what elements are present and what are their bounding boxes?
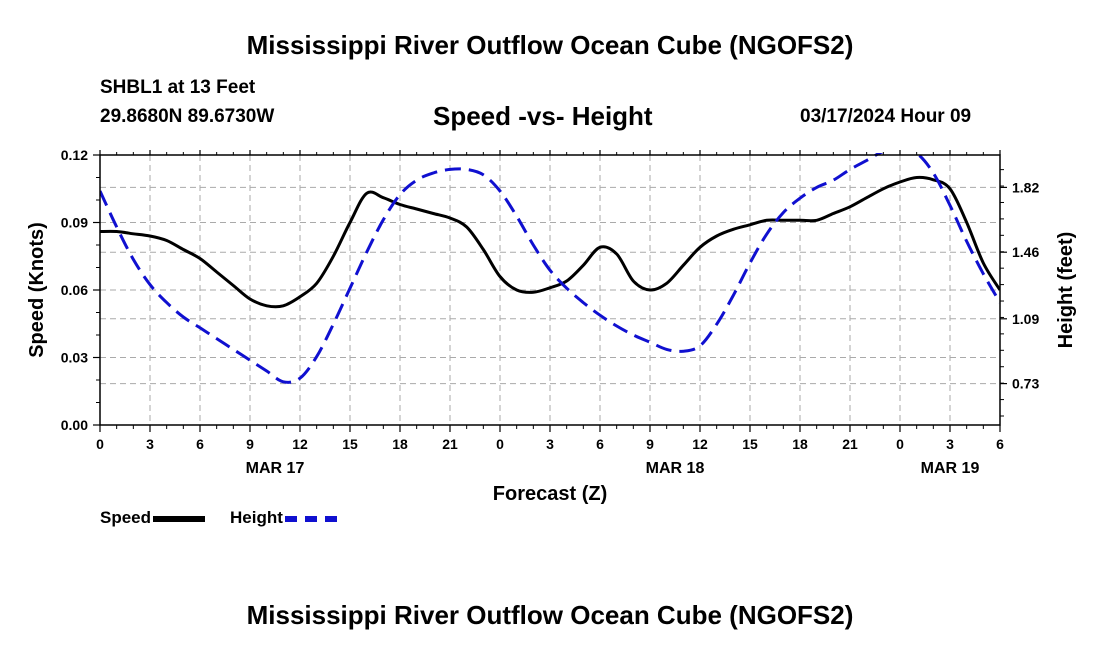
plot-frame bbox=[99, 154, 1001, 426]
grid-lines bbox=[100, 155, 1000, 425]
legend-height-swatch bbox=[284, 515, 337, 522]
x-tick-label: 0 bbox=[896, 436, 904, 452]
x-tick-label: 3 bbox=[546, 436, 554, 452]
forecast-datetime: 03/17/2024 Hour 09 bbox=[800, 106, 972, 127]
x-tick-label: 21 bbox=[842, 436, 858, 452]
y-tick-label: 0.09 bbox=[61, 215, 88, 231]
chart-subtitle: Speed -vs- Height bbox=[433, 101, 653, 131]
x-tick-label: 18 bbox=[792, 436, 808, 452]
axis-ticks: 0 3 6 9 12 15 18 21 0 3 6 9 12 15 18 21 0 3 6 MAR 17 MAR 18 M… bbox=[61, 147, 1040, 477]
speed-series-line bbox=[100, 175, 1000, 309]
date-label: MAR 19 bbox=[921, 460, 980, 477]
legend-height: Height bbox=[230, 508, 337, 528]
x-tick-label: 9 bbox=[646, 436, 654, 452]
date-label: MAR 18 bbox=[646, 460, 705, 477]
x-tick-label: 12 bbox=[692, 436, 708, 452]
y2-tick-label: 0.73 bbox=[1012, 376, 1039, 392]
height-series-line bbox=[100, 153, 1000, 384]
series-lines bbox=[100, 153, 1000, 384]
date-label: MAR 17 bbox=[246, 460, 305, 477]
y-tick-label: 0.06 bbox=[61, 282, 88, 298]
x-tick-label: 15 bbox=[742, 436, 758, 452]
legend-speed: Speed bbox=[100, 508, 206, 528]
x-tick-label: 0 bbox=[96, 436, 104, 452]
footer-title: Mississippi River Outflow Ocean Cube (NG… bbox=[246, 600, 854, 630]
x-axis-label: Forecast (Z) bbox=[493, 483, 607, 505]
x-tick-label: 6 bbox=[596, 436, 604, 452]
x-tick-label: 0 bbox=[496, 436, 504, 452]
y-tick-label: 0.00 bbox=[61, 417, 88, 433]
y2-tick-label: 1.09 bbox=[1012, 311, 1039, 327]
x-tick-label: 18 bbox=[392, 436, 408, 452]
y-tick-label: 0.03 bbox=[61, 350, 88, 366]
y-tick-label: 0.12 bbox=[61, 147, 88, 163]
x-tick-label: 3 bbox=[946, 436, 954, 452]
y2-axis-label: Height (feet) bbox=[1055, 232, 1077, 349]
legend-height-label: Height bbox=[230, 508, 283, 527]
legend-speed-swatch bbox=[153, 515, 206, 522]
x-tick-label: 15 bbox=[342, 436, 358, 452]
x-tick-label: 6 bbox=[996, 436, 1004, 452]
x-tick-label: 6 bbox=[196, 436, 204, 452]
coordinates-label: 29.8680N 89.6730W bbox=[100, 106, 275, 127]
y2-tick-label: 1.46 bbox=[1012, 244, 1039, 260]
x-tick-label: 9 bbox=[246, 436, 254, 452]
chart-title: Mississippi River Outflow Ocean Cube (NG… bbox=[246, 30, 854, 60]
y2-tick-label: 1.82 bbox=[1012, 179, 1039, 195]
x-tick-label: 3 bbox=[146, 436, 154, 452]
x-tick-label: 12 bbox=[292, 436, 308, 452]
station-label: SHBL1 at 13 Feet bbox=[100, 77, 256, 98]
x-tick-label: 21 bbox=[442, 436, 458, 452]
y-axis-label: Speed (Knots) bbox=[26, 222, 48, 358]
legend-speed-label: Speed bbox=[100, 508, 152, 527]
